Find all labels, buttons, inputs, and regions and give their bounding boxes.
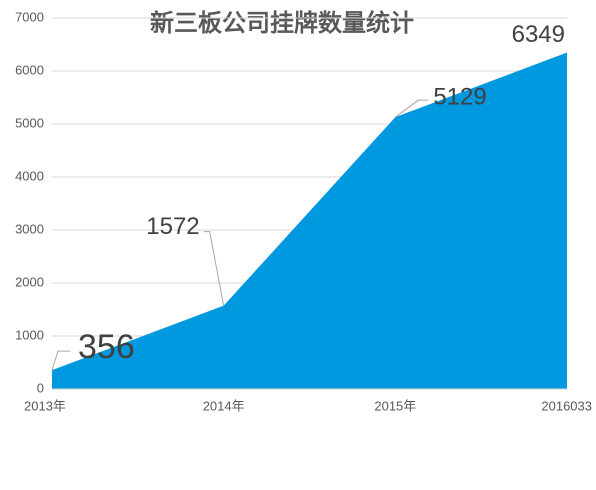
- leader-line: [203, 231, 225, 306]
- x-tick-label: 2014年: [203, 398, 245, 413]
- y-tick-label: 7000: [15, 9, 44, 24]
- y-tick-label: 2000: [15, 274, 44, 289]
- data-label: 356: [78, 328, 135, 366]
- leader-line: [51, 350, 70, 371]
- x-tick-label: 2015年: [374, 398, 416, 413]
- area: [52, 52, 567, 390]
- y-tick-label: 6000: [15, 62, 44, 77]
- y-tick-label: 4000: [15, 168, 44, 183]
- y-tick-label: 1000: [15, 327, 44, 342]
- chart-title: 新三板公司挂牌数量统计: [150, 9, 414, 37]
- data-label: 6349: [512, 21, 565, 48]
- x-tick-label: 2013年: [24, 398, 66, 413]
- y-tick-label: 3000: [15, 221, 44, 236]
- y-tick-label: 0: [37, 380, 44, 395]
- x-tick-label: 2016033: [541, 398, 592, 413]
- data-label: 5129: [433, 84, 486, 111]
- data-label: 1572: [146, 213, 199, 240]
- y-tick-label: 5000: [15, 115, 44, 130]
- leader-line: [395, 99, 429, 118]
